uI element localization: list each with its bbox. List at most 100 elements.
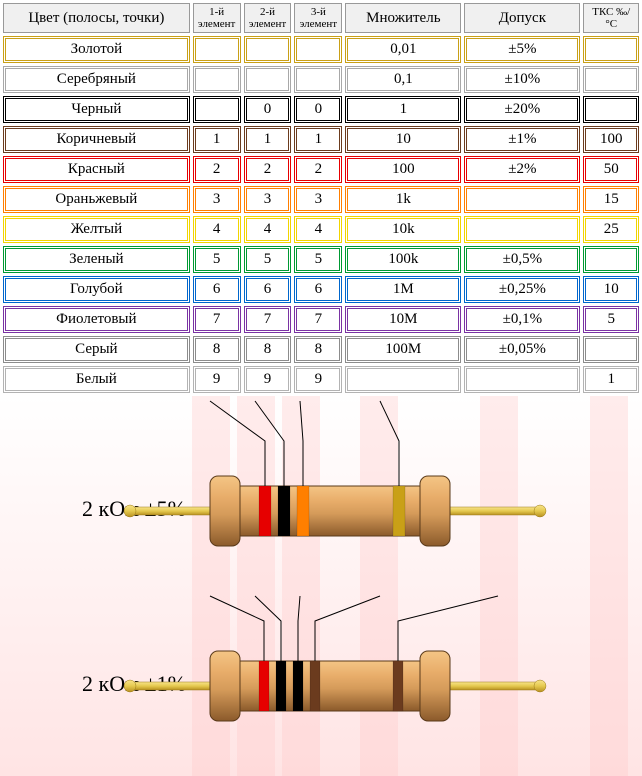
cell-mult: 10	[345, 126, 461, 153]
table-row: Ораньжевый3331k15	[3, 186, 639, 213]
cell-tol: ±0,1%	[464, 306, 580, 333]
resistor-svg	[0, 396, 642, 776]
cell-mult: 0,01	[345, 36, 461, 63]
cell-tol: ±2%	[464, 156, 580, 183]
cell-e2: 0	[244, 96, 292, 123]
cell-mult	[345, 366, 461, 393]
cell-mult: 100k	[345, 246, 461, 273]
cell-name: Белый	[3, 366, 190, 393]
cell-e1: 2	[193, 156, 241, 183]
cell-tkc: 15	[583, 186, 639, 213]
cell-name: Коричневый	[3, 126, 190, 153]
cell-e2: 6	[244, 276, 292, 303]
cell-mult: 10M	[345, 306, 461, 333]
cell-e1: 8	[193, 336, 241, 363]
resistor-diagram-area: 2 кОм ±5% 2 кОм ±1%	[0, 396, 642, 776]
cell-mult: 10k	[345, 216, 461, 243]
cell-tol: ±1%	[464, 126, 580, 153]
header-tol: Допуск	[464, 3, 580, 33]
cell-name: Ораньжевый	[3, 186, 190, 213]
cell-name: Серебряный	[3, 66, 190, 93]
cell-name: Золотой	[3, 36, 190, 63]
cell-e2: 2	[244, 156, 292, 183]
cell-e3: 8	[294, 336, 342, 363]
cell-e1: 7	[193, 306, 241, 333]
cell-e2: 5	[244, 246, 292, 273]
cell-tol	[464, 366, 580, 393]
resistor-color-table: Цвет (полосы, точки) 1-й элемент 2-й эле…	[0, 0, 642, 396]
cell-e1: 3	[193, 186, 241, 213]
cell-e3: 0	[294, 96, 342, 123]
table-row: Серебряный 0,1±10%	[3, 66, 639, 93]
table-row: Черный001±20%	[3, 96, 639, 123]
header-tkc: ТКС ‰/°С	[583, 3, 639, 33]
cell-name: Черный	[3, 96, 190, 123]
cell-e2	[244, 66, 292, 93]
cell-e1: 1	[193, 126, 241, 153]
cell-e1	[193, 66, 241, 93]
cell-e3: 4	[294, 216, 342, 243]
header-e2: 2-й элемент	[244, 3, 292, 33]
cell-e2: 9	[244, 366, 292, 393]
cell-tol: ±10%	[464, 66, 580, 93]
table-row: Серый888100M±0,05%	[3, 336, 639, 363]
table-row: Коричневый11110±1%100	[3, 126, 639, 153]
cell-mult: 1M	[345, 276, 461, 303]
table-row: Голубой6661M±0,25%10	[3, 276, 639, 303]
cell-e1: 6	[193, 276, 241, 303]
cell-e1: 9	[193, 366, 241, 393]
cell-e1	[193, 36, 241, 63]
cell-e3: 6	[294, 276, 342, 303]
cell-mult: 1k	[345, 186, 461, 213]
cell-tkc	[583, 336, 639, 363]
cell-tol: ±0,5%	[464, 246, 580, 273]
cell-tkc	[583, 96, 639, 123]
cell-tol: ±0,25%	[464, 276, 580, 303]
cell-e3	[294, 36, 342, 63]
header-color: Цвет (полосы, точки)	[3, 3, 190, 33]
cell-mult: 1	[345, 96, 461, 123]
cell-e2: 4	[244, 216, 292, 243]
cell-tkc: 5	[583, 306, 639, 333]
cell-tkc	[583, 66, 639, 93]
cell-e2: 8	[244, 336, 292, 363]
cell-mult: 100	[345, 156, 461, 183]
cell-tol	[464, 186, 580, 213]
cell-tol: ±5%	[464, 36, 580, 63]
cell-e1	[193, 96, 241, 123]
cell-tkc	[583, 246, 639, 273]
cell-tkc	[583, 36, 639, 63]
cell-e1: 4	[193, 216, 241, 243]
cell-e2	[244, 36, 292, 63]
table-row: Желтый44410k25	[3, 216, 639, 243]
cell-e3: 2	[294, 156, 342, 183]
cell-e3: 3	[294, 186, 342, 213]
header-e1: 1-й элемент	[193, 3, 241, 33]
cell-tkc: 10	[583, 276, 639, 303]
cell-e3: 9	[294, 366, 342, 393]
table-row: Фиолетовый77710M±0,1%5	[3, 306, 639, 333]
cell-tol	[464, 216, 580, 243]
cell-mult: 0,1	[345, 66, 461, 93]
table-row: Зеленый555100k±0,5%	[3, 246, 639, 273]
cell-name: Серый	[3, 336, 190, 363]
table-row: Золотой 0,01±5%	[3, 36, 639, 63]
cell-tkc: 100	[583, 126, 639, 153]
cell-tkc: 1	[583, 366, 639, 393]
table-row: Белый9991	[3, 366, 639, 393]
cell-name: Зеленый	[3, 246, 190, 273]
cell-tkc: 50	[583, 156, 639, 183]
cell-name: Желтый	[3, 216, 190, 243]
header-mult: Множитель	[345, 3, 461, 33]
header-e3: 3-й элемент	[294, 3, 342, 33]
cell-e2: 7	[244, 306, 292, 333]
cell-name: Голубой	[3, 276, 190, 303]
cell-tol: ±0,05%	[464, 336, 580, 363]
cell-e3: 1	[294, 126, 342, 153]
cell-e3: 7	[294, 306, 342, 333]
cell-name: Красный	[3, 156, 190, 183]
cell-tol: ±20%	[464, 96, 580, 123]
cell-e2: 3	[244, 186, 292, 213]
table-row: Красный222100±2%50	[3, 156, 639, 183]
cell-name: Фиолетовый	[3, 306, 190, 333]
